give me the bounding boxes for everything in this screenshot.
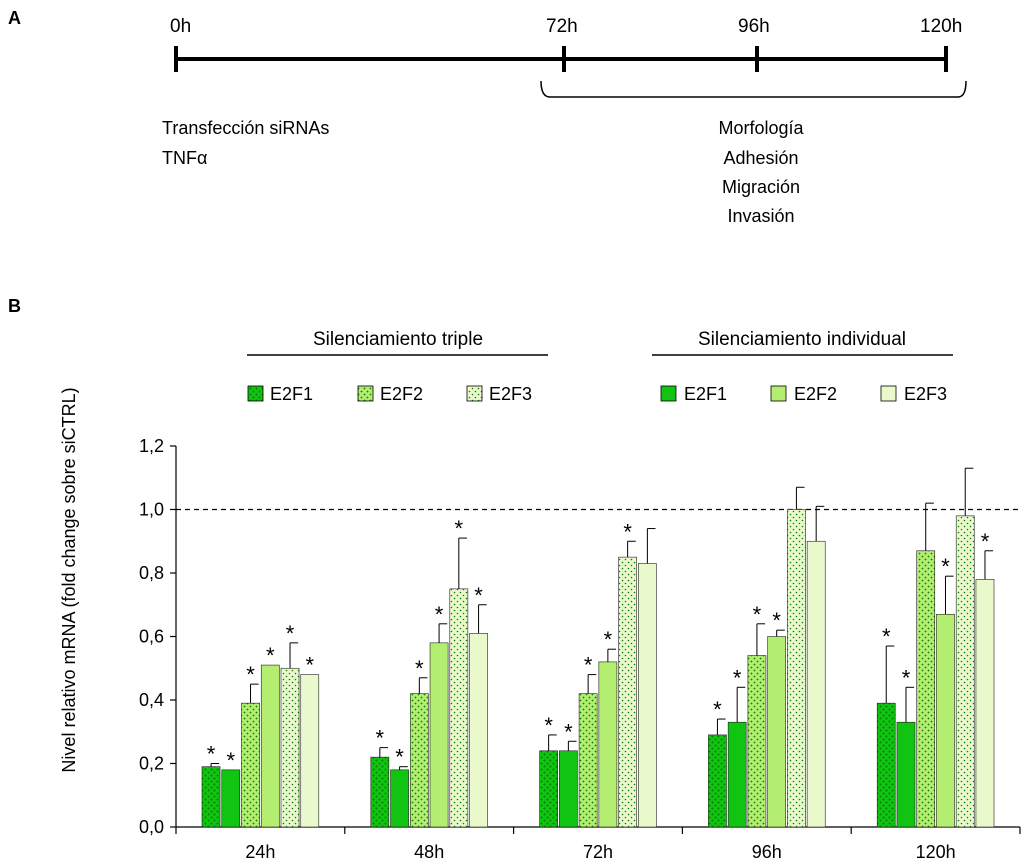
bar-individual-e2f1	[221, 769, 241, 828]
significance-triple-e2f2: *	[246, 662, 255, 687]
x-tick-label: 96h	[752, 842, 782, 862]
bar-triple-e2f3	[787, 509, 806, 828]
legend-group-title-triple: Silenciamiento triple	[313, 329, 483, 350]
bar-triple-e2f2	[578, 693, 598, 828]
left-note-transfection: Transfección siRNAs	[162, 118, 329, 138]
bracket-note-migracion: Migración	[722, 177, 800, 197]
y-tick-label: 1,0	[139, 500, 164, 520]
bracket-note-adhesion: Adhesión	[723, 148, 798, 168]
x-tick-label: 72h	[583, 842, 613, 862]
bar-triple-e2f2	[409, 693, 429, 828]
bar-individual-e2f3	[300, 674, 320, 828]
significance-triple-e2f1: *	[207, 742, 216, 767]
significance-individual-e2f2: *	[435, 602, 444, 627]
legend-swatch-triple-e2f2	[357, 385, 374, 402]
bar-individual-e2f3	[975, 579, 995, 828]
significance-individual-e2f2: *	[604, 627, 613, 652]
legend-label-triple-e2f3: E2F3	[489, 384, 532, 404]
panel-a-label: A	[8, 8, 21, 28]
y-tick-label: 0,4	[139, 690, 164, 710]
bar-triple-e2f3	[280, 667, 300, 828]
legend-label-individual-e2f1: E2F1	[684, 384, 727, 404]
timeline-label-120h: 120h	[920, 16, 962, 37]
bar-individual-e2f1	[559, 750, 578, 828]
significance-triple-e2f1: *	[713, 697, 722, 722]
bar-triple-e2f3	[449, 588, 469, 828]
bar-chart: 0,0 0,2 0,4 0,6 0,8 1,0 1,2 24h 48h 72h 96h 120h * * *…	[139, 436, 1021, 862]
legend-swatch-individual-e2f3	[880, 385, 897, 402]
significance-triple-e2f2: *	[415, 656, 424, 681]
bar-individual-e2f2	[936, 613, 955, 828]
x-tick-label: 48h	[414, 842, 444, 862]
legend-label-triple-e2f2: E2F2	[380, 384, 423, 404]
legend-swatch-triple-e2f1	[247, 385, 264, 402]
bar-individual-e2f1	[390, 769, 409, 828]
bar-triple-e2f1	[539, 750, 558, 828]
legend: Silenciamiento triple Silenciamiento ind…	[247, 329, 953, 404]
legend-label-individual-e2f2: E2F2	[794, 384, 837, 404]
significance-triple-e2f1: *	[882, 624, 891, 649]
timeline-label-72h: 72h	[546, 16, 578, 37]
timeline-label-0h: 0h	[170, 16, 191, 37]
bar-individual-e2f2	[767, 636, 787, 828]
bracket-note-morfologia: Morfología	[718, 118, 804, 138]
bar-triple-e2f1	[876, 702, 896, 828]
legend-swatch-individual-e2f1	[660, 385, 677, 402]
legend-label-triple-e2f1: E2F1	[270, 384, 313, 404]
bar-triple-e2f2	[241, 702, 260, 828]
significance-triple-e2f3: *	[623, 519, 632, 544]
y-axis-label: Nivel relativo mRNA (fold change sobre s…	[59, 387, 79, 772]
y-tick-label: 0,2	[139, 754, 164, 774]
significance-triple-e2f2: *	[753, 602, 762, 627]
significance-individual-e2f1: *	[395, 745, 404, 770]
y-tick-label: 0,6	[139, 627, 164, 647]
bar-individual-e2f3	[638, 563, 657, 828]
legend-label-individual-e2f3: E2F3	[904, 384, 947, 404]
significance-individual-e2f3: *	[305, 653, 314, 678]
bar-individual-e2f2	[429, 642, 449, 828]
significance-individual-e2f1: *	[902, 665, 911, 690]
bar-individual-e2f1	[896, 721, 916, 828]
legend-group-title-individual: Silenciamiento individual	[698, 329, 906, 350]
y-tick-label: 0,8	[139, 563, 164, 583]
significance-individual-e2f2: *	[266, 643, 275, 668]
significance-individual-e2f3: *	[474, 583, 483, 608]
bracket-note-invasion: Invasión	[727, 206, 794, 226]
bar-triple-e2f1	[370, 756, 390, 828]
bar-triple-e2f3	[618, 556, 637, 828]
significance-triple-e2f2: *	[584, 653, 593, 678]
significance-triple-e2f1: *	[544, 713, 553, 738]
significance-individual-e2f1: *	[733, 665, 742, 690]
significance-triple-e2f1: *	[376, 726, 385, 751]
bar-individual-e2f3	[469, 633, 488, 828]
significance-individual-e2f3: *	[981, 529, 990, 554]
bar-triple-e2f1	[201, 766, 221, 828]
left-note-tnf: TNFα	[162, 148, 207, 168]
bar-triple-e2f3	[955, 515, 975, 828]
significance-individual-e2f1: *	[564, 719, 573, 744]
bar-individual-e2f2	[598, 661, 618, 828]
bar-individual-e2f3	[806, 540, 826, 828]
significance-triple-e2f3: *	[286, 621, 295, 646]
bar-triple-e2f2	[747, 655, 767, 828]
bar-individual-e2f2	[260, 664, 280, 828]
bar-triple-e2f1	[708, 734, 727, 828]
significance-individual-e2f1: *	[226, 748, 235, 773]
timeline-label-96h: 96h	[738, 16, 770, 37]
y-tick-label: 1,2	[139, 436, 164, 456]
x-tick-label: 24h	[245, 842, 275, 862]
significance-individual-e2f2: *	[941, 554, 950, 579]
significance-triple-e2f3: *	[455, 516, 464, 541]
legend-swatch-individual-e2f2	[770, 385, 787, 402]
timeline-bracket	[540, 80, 967, 98]
panel-b-label: B	[8, 296, 21, 316]
x-tick-label: 120h	[916, 842, 956, 862]
timeline: 0h 72h 96h 120h Transfección siRNAs TNFα…	[162, 16, 967, 226]
bar-triple-e2f2	[916, 550, 936, 828]
legend-swatch-triple-e2f3	[466, 385, 483, 402]
significance-individual-e2f2: *	[772, 608, 781, 633]
y-tick-label: 0,0	[139, 817, 164, 837]
bar-individual-e2f1	[727, 721, 747, 828]
